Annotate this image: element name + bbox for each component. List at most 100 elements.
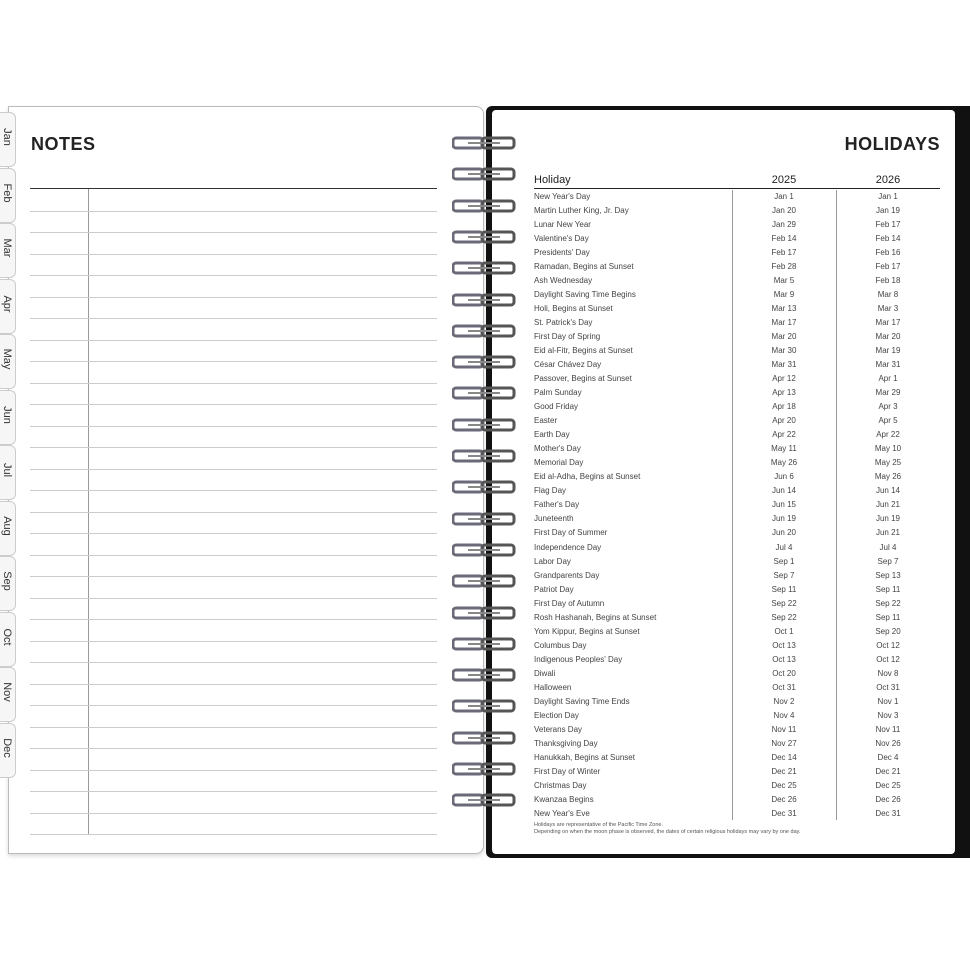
holiday-name: Yom Kippur, Begins at Sunset xyxy=(534,626,640,636)
holiday-name: Juneteenth xyxy=(534,514,574,524)
holiday-name: Flag Day xyxy=(534,486,567,496)
date-2025: Dec 25 xyxy=(771,780,797,790)
date-2026: Sep 11 xyxy=(875,612,901,622)
note-line xyxy=(30,554,437,556)
spiral-ring xyxy=(451,385,516,401)
date-2026: Sep 11 xyxy=(875,584,901,594)
holiday-name: Thanksgiving Day xyxy=(534,738,598,748)
holiday-name: Good Friday xyxy=(534,402,579,412)
holiday-name: Kwanzaa Begins xyxy=(534,794,594,804)
month-tab[interactable]: Apr xyxy=(0,278,16,334)
month-tab[interactable]: Dec xyxy=(0,722,16,778)
month-tab-label: Sep xyxy=(1,571,13,591)
date-2025: Dec 21 xyxy=(771,766,797,776)
holiday-name: Halloween xyxy=(534,682,572,692)
month-tab-label: Nov xyxy=(1,682,13,702)
month-tab[interactable]: Feb xyxy=(0,167,16,223)
note-line xyxy=(30,619,437,620)
date-2025: Mar 17 xyxy=(771,318,797,328)
holiday-row: Eid al-Adha, Begins at Sunset Jun 6 May 26 xyxy=(534,470,940,484)
holiday-row: Presidents' Day Feb 17 Feb 16 xyxy=(534,246,940,260)
month-tab[interactable]: Oct xyxy=(0,611,16,667)
date-2025: Mar 20 xyxy=(771,332,797,342)
date-2025: Feb 14 xyxy=(771,234,797,244)
holiday-row: Hanukkah, Begins at Sunset Dec 14 Dec 4 xyxy=(534,751,940,765)
month-tab[interactable]: Jun xyxy=(0,389,16,445)
month-tab[interactable]: Aug xyxy=(0,500,16,556)
spiral-ring xyxy=(451,605,516,621)
holiday-name: Ramadan, Begins at Sunset xyxy=(534,262,634,272)
date-2026: Mar 20 xyxy=(875,332,901,342)
month-tab[interactable]: May xyxy=(0,334,16,389)
month-tab[interactable]: Sep xyxy=(0,556,16,611)
spiral-ring xyxy=(451,417,516,433)
date-2025: Nov 2 xyxy=(773,696,795,706)
spiral-ring xyxy=(451,730,516,746)
date-2025: Apr 13 xyxy=(772,388,796,398)
holiday-row: First Day of Winter Dec 21 Dec 21 xyxy=(534,765,940,779)
note-line xyxy=(30,748,437,749)
holiday-name: First Day of Autumn xyxy=(534,598,605,608)
date-2026: Jan 19 xyxy=(875,206,901,216)
holiday-name: Valentine's Day xyxy=(534,234,589,244)
date-2026: Feb 17 xyxy=(875,220,901,230)
date-2026: Nov 8 xyxy=(877,668,899,678)
holiday-name: Palm Sunday xyxy=(534,388,582,398)
note-line xyxy=(30,576,437,577)
note-line xyxy=(30,683,437,685)
month-tab[interactable]: Jan xyxy=(0,112,16,167)
holiday-row: Diwali Oct 20 Nov 8 xyxy=(534,667,940,681)
date-2026: Nov 26 xyxy=(875,738,901,748)
note-line xyxy=(30,232,437,233)
date-2025: Mar 31 xyxy=(771,360,797,370)
note-line xyxy=(30,404,437,405)
date-2025: Apr 22 xyxy=(772,430,796,440)
date-2025: May 26 xyxy=(770,458,798,468)
date-2025: Nov 4 xyxy=(773,710,795,720)
date-2026: Sep 20 xyxy=(875,626,901,636)
date-2026: Feb 14 xyxy=(875,234,901,244)
holiday-row: Earth Day Apr 22 Apr 22 xyxy=(534,428,940,442)
holiday-row: Daylight Saving Time Begins Mar 9 Mar 8 xyxy=(534,288,940,302)
month-tab-label: Jul xyxy=(1,462,13,478)
note-line xyxy=(30,812,437,814)
holiday-row: Labor Day Sep 1 Sep 7 xyxy=(534,555,940,569)
date-2025: Jun 15 xyxy=(771,500,797,510)
spiral-ring xyxy=(451,229,516,245)
holiday-name: Eid al-Fitr, Begins at Sunset xyxy=(534,346,633,356)
date-2026: Nov 3 xyxy=(877,710,899,720)
date-2025: Feb 28 xyxy=(771,262,797,272)
spiral-ring xyxy=(451,479,516,495)
date-2026: Dec 4 xyxy=(877,752,899,762)
holiday-name: Holi, Begins at Sunset xyxy=(534,304,613,314)
holiday-row: Thanksgiving Day Nov 27 Nov 26 xyxy=(534,737,940,751)
holiday-row: Daylight Saving Time Ends Nov 2 Nov 1 xyxy=(534,695,940,709)
month-tab[interactable]: Jul xyxy=(0,445,16,500)
holiday-name: First Day of Winter xyxy=(534,766,601,776)
holiday-name: Indigenous Peoples' Day xyxy=(534,654,623,664)
date-2025: Jun 19 xyxy=(771,514,797,524)
note-line xyxy=(30,726,437,728)
date-2025: Apr 18 xyxy=(772,402,796,412)
holidays-page xyxy=(492,110,955,854)
note-line xyxy=(30,425,437,427)
date-2025: Jan 1 xyxy=(774,192,794,201)
month-tab[interactable]: Mar xyxy=(0,223,16,278)
date-2026: Feb 17 xyxy=(875,262,901,272)
month-tab-label: Mar xyxy=(1,238,13,258)
date-2025: Dec 26 xyxy=(771,794,797,804)
note-line xyxy=(30,361,437,362)
spiral-ring xyxy=(451,761,516,777)
holiday-name: Presidents' Day xyxy=(534,248,590,258)
holiday-name: Rosh Hashanah, Begins at Sunset xyxy=(534,612,657,622)
month-tab-label: Feb xyxy=(1,183,13,202)
date-2026: Oct 12 xyxy=(876,654,900,664)
holiday-row: Veterans Day Nov 11 Nov 11 xyxy=(534,723,940,737)
holiday-row: Martin Luther King, Jr. Day Jan 20 Jan 19 xyxy=(534,204,940,218)
holiday-row: Grandparents Day Sep 7 Sep 13 xyxy=(534,569,940,583)
holiday-row: Valentine's Day Feb 14 Feb 14 xyxy=(534,232,940,246)
date-2026: Dec 25 xyxy=(875,780,901,790)
date-2026: May 10 xyxy=(874,444,902,454)
date-2026: Apr 3 xyxy=(878,402,898,412)
month-tab[interactable]: Nov xyxy=(0,667,16,722)
